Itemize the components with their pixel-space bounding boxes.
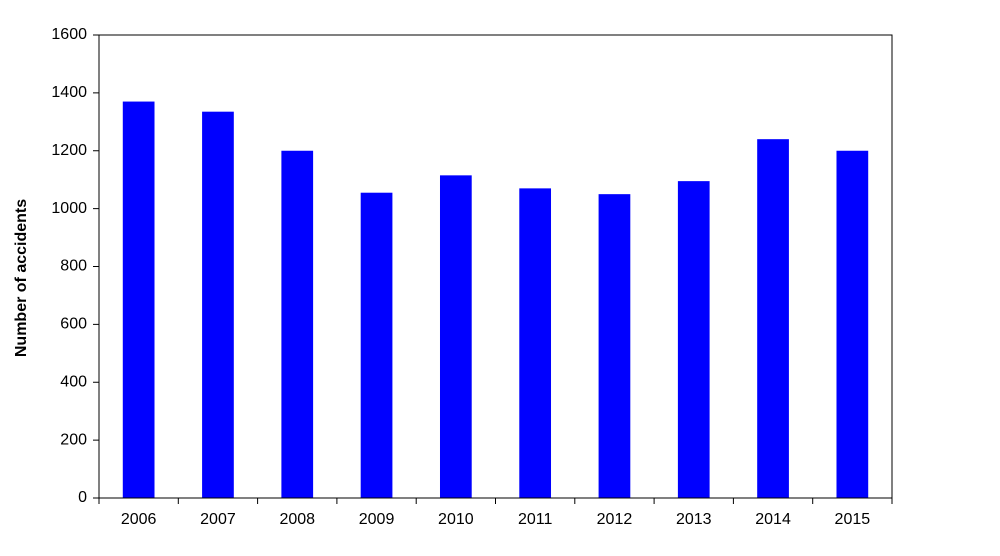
y-tick-label: 1200	[51, 142, 87, 159]
x-tick-label: 2011	[518, 511, 553, 528]
y-tick-label: 200	[60, 431, 87, 448]
y-tick-label: 1600	[51, 26, 87, 43]
bar	[836, 150, 869, 498]
x-tick-label: 2010	[438, 511, 474, 528]
x-tick-label: 2009	[359, 511, 395, 528]
plot-frame	[98, 34, 893, 499]
bar	[360, 192, 393, 498]
x-tick-label: 2013	[676, 511, 712, 528]
y-tick-label: 0	[78, 489, 87, 506]
y-tick-label: 800	[60, 258, 87, 275]
bar	[439, 175, 472, 499]
y-axis-label: Number of accidents	[13, 199, 30, 357]
x-tick-label: 2015	[835, 511, 871, 528]
x-tick-label: 2007	[200, 511, 236, 528]
bar	[281, 150, 314, 498]
x-tick-label: 2006	[121, 511, 157, 528]
y-tick-label: 600	[60, 316, 87, 333]
bar	[757, 139, 789, 499]
bar	[519, 188, 552, 498]
x-tick-label: 2012	[597, 511, 633, 528]
bar	[122, 101, 155, 499]
bar	[202, 111, 234, 498]
x-tick-label: 2014	[755, 511, 791, 528]
y-tick-label: 1000	[51, 200, 87, 217]
x-tick-label: 2008	[279, 511, 315, 528]
bar	[598, 194, 631, 498]
y-tick-label: 400	[60, 373, 87, 390]
bar	[677, 181, 710, 498]
y-tick-label: 1400	[51, 84, 87, 101]
